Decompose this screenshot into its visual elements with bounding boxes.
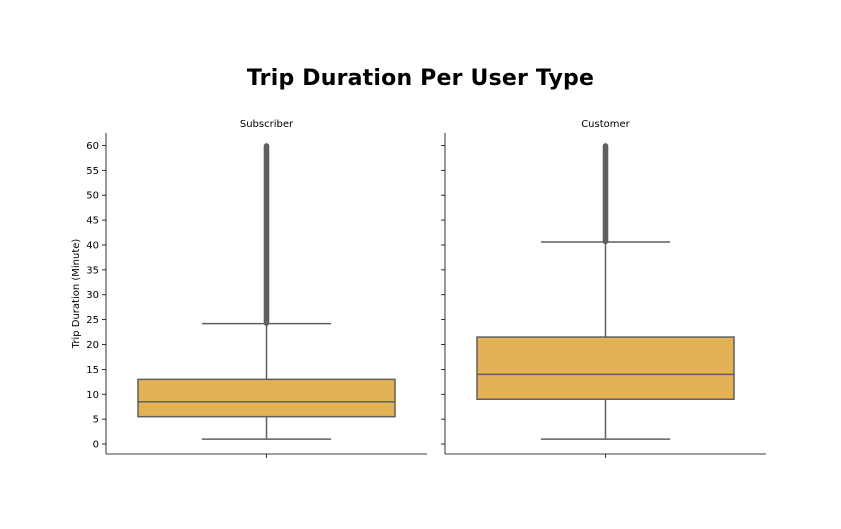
outlier-points xyxy=(602,143,609,245)
y-tick-label: 60 xyxy=(86,141,99,152)
y-tick-label: 25 xyxy=(86,315,99,326)
panel-1: Subscriber 0 5 10 15 20 25 30 35 40 45 50 55 60 Trip D… xyxy=(71,119,427,458)
panel-2: Customer xyxy=(441,119,766,458)
y-tick-label: 0 xyxy=(93,440,99,451)
outlier-points xyxy=(263,143,270,326)
y-tick-label: 50 xyxy=(86,191,99,202)
y-tick-label: 15 xyxy=(86,365,99,376)
y-tick-label: 40 xyxy=(86,240,99,251)
chart-title: Trip Duration Per User Type xyxy=(246,66,595,91)
panel-title: Subscriber xyxy=(240,119,294,130)
iqr-box xyxy=(137,378,396,418)
y-tick-label: 10 xyxy=(86,390,99,401)
iqr-box xyxy=(476,336,735,401)
panel-title: Customer xyxy=(581,119,630,130)
y-tick-label: 45 xyxy=(86,216,99,227)
y-tick-label: 35 xyxy=(86,265,99,276)
y-tick-label: 20 xyxy=(86,340,99,351)
y-tick-label: 5 xyxy=(93,415,99,426)
y-tick-label: 30 xyxy=(86,290,99,301)
y-axis-label: Trip Duration (Minute) xyxy=(71,239,82,350)
y-tick-label: 55 xyxy=(86,166,99,177)
